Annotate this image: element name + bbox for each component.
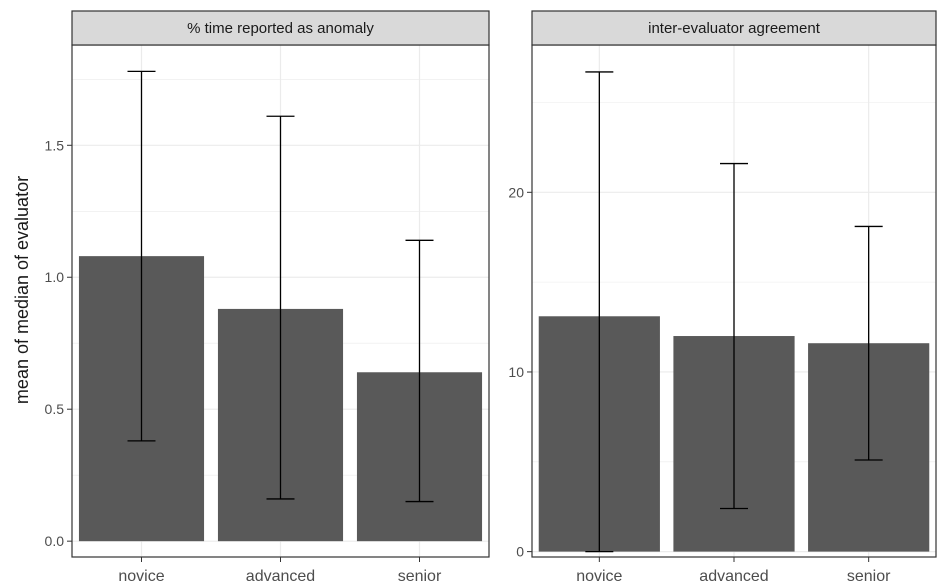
y-tick-label: 0 [516, 544, 524, 560]
x-tick-label-senior: senior [398, 568, 442, 585]
x-tick-label-advanced: advanced [246, 568, 315, 585]
x-tick-label-novice: novice [576, 568, 622, 585]
y-tick-label: 0.0 [45, 533, 65, 549]
panel-inter-evaluator-agreement: 0 10 20 novice advanced senior inter-evaluator… [508, 10, 937, 585]
facet-strip [531, 10, 937, 46]
error-bar-advanced [266, 115, 295, 500]
panel-time-anomaly: 0.0 0.5 1.0 1.5 novice advanced senior % time r… [45, 10, 490, 585]
y-tick-label: 10 [508, 364, 524, 380]
facet-strip [71, 10, 490, 46]
error-bar-senior [854, 225, 883, 461]
error-bar-advanced [720, 162, 748, 510]
panel-title-inter-evaluator: inter-evaluator agreement [648, 20, 821, 37]
error-bar-senior [405, 239, 434, 503]
y-tick-label: 1.0 [45, 269, 65, 285]
y-axis-label: mean of median of evaluator [12, 176, 32, 404]
error-bar-novice [585, 71, 614, 553]
error-bar-novice [127, 70, 156, 442]
y-tick-label: 20 [508, 184, 524, 200]
y-tick-label: 1.5 [45, 137, 65, 153]
x-tick-label-novice: novice [118, 568, 164, 585]
y-tick-label: 0.5 [45, 401, 65, 417]
panel-title-time-anomaly: % time reported as anomaly [187, 20, 374, 37]
x-tick-label-advanced: advanced [699, 568, 768, 585]
x-tick-label-senior: senior [847, 568, 891, 585]
